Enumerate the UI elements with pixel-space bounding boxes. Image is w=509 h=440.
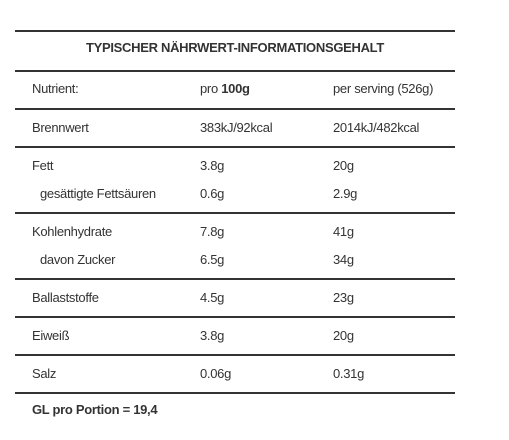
nutrient-name: Eiweiß bbox=[32, 328, 70, 343]
header-per100-prefix: pro bbox=[200, 81, 218, 96]
rule bbox=[15, 316, 455, 318]
serving-value: 23g bbox=[333, 290, 354, 305]
nutrient-name: Brennwert bbox=[32, 120, 89, 135]
rule bbox=[15, 354, 455, 356]
header-serving: per serving (526g) bbox=[333, 81, 434, 96]
rule bbox=[15, 146, 455, 148]
serving-value: 34g bbox=[333, 252, 354, 267]
rule bbox=[15, 70, 455, 72]
header-per100-amount: 100g bbox=[221, 81, 250, 96]
rule bbox=[15, 108, 455, 110]
per100-value: 3.8g bbox=[200, 158, 225, 173]
serving-value: 41g bbox=[333, 224, 354, 239]
per100-value: 4.5g bbox=[200, 290, 225, 305]
serving-value: 0.31g bbox=[333, 366, 365, 381]
serving-value: 2.9g bbox=[333, 186, 358, 201]
nutrient-name: gesättigte Fettsäuren bbox=[40, 186, 156, 201]
header-nutrient: Nutrient: bbox=[32, 81, 79, 96]
per100-value: 0.06g bbox=[200, 366, 232, 381]
per100-value: 7.8g bbox=[200, 224, 225, 239]
per100-value: 383kJ/92kcal bbox=[200, 120, 273, 135]
nutrient-name: Ballaststoffe bbox=[32, 290, 99, 305]
nutrient-name: davon Zucker bbox=[40, 252, 116, 267]
footer: GL pro Portion = 19,4 bbox=[32, 402, 158, 417]
per100-value: 3.8g bbox=[200, 328, 225, 343]
nutrient-name: Salz bbox=[32, 366, 57, 381]
nutrient-name: Fett bbox=[32, 158, 54, 173]
per100-value: 6.5g bbox=[200, 252, 225, 267]
title: TYPISCHER NÄHRWERT-INFORMATIONSGEHALT bbox=[85, 40, 384, 55]
rule bbox=[15, 278, 455, 280]
serving-value: 20g bbox=[333, 328, 354, 343]
serving-value: 20g bbox=[333, 158, 354, 173]
serving-value: 2014kJ/482kcal bbox=[333, 120, 420, 135]
rule bbox=[15, 212, 455, 214]
rule bbox=[15, 30, 455, 32]
header-per100: pro 100g bbox=[200, 80, 250, 98]
nutrient-name: Kohlenhydrate bbox=[32, 224, 112, 239]
rule bbox=[15, 392, 455, 394]
per100-value: 0.6g bbox=[200, 186, 225, 201]
